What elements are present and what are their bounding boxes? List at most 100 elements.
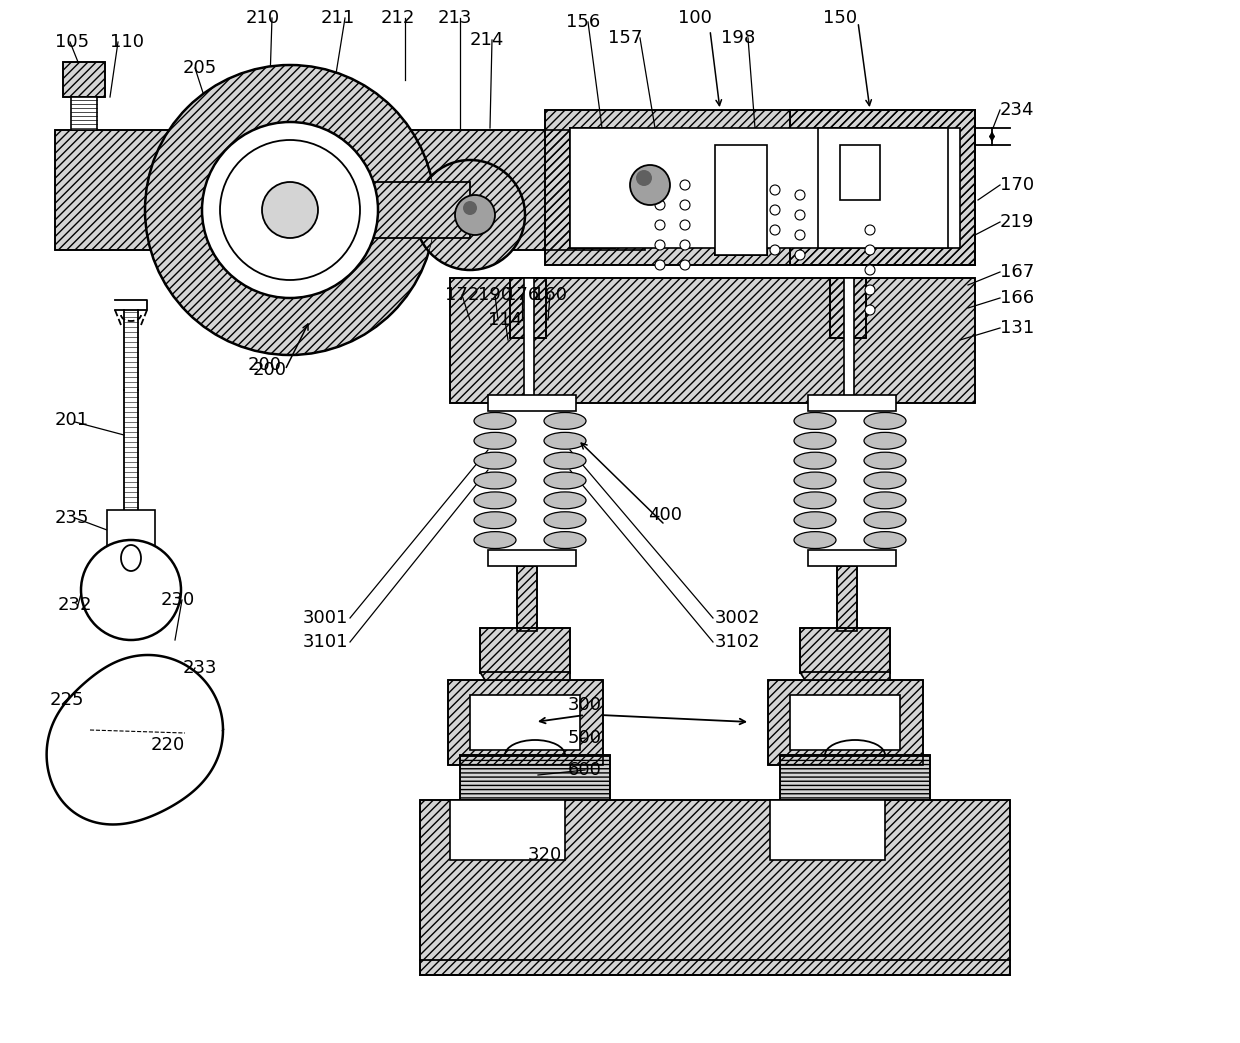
Bar (615, 155, 680, 183)
Bar (517, 566, 537, 631)
Bar (715, 145, 768, 254)
Bar (460, 755, 610, 800)
Text: 170: 170 (999, 176, 1034, 194)
Circle shape (680, 200, 689, 210)
Circle shape (770, 225, 780, 235)
Bar (800, 628, 890, 673)
Ellipse shape (474, 532, 516, 549)
Bar (480, 628, 570, 673)
Text: 176: 176 (505, 286, 539, 304)
Ellipse shape (794, 472, 836, 489)
Bar (448, 680, 603, 765)
Ellipse shape (544, 453, 587, 469)
Text: 100: 100 (678, 9, 712, 27)
Bar (570, 128, 615, 248)
Text: 212: 212 (381, 9, 415, 27)
Ellipse shape (864, 532, 906, 549)
Text: 166: 166 (999, 289, 1034, 307)
Text: 234: 234 (999, 101, 1034, 119)
Text: 105: 105 (55, 33, 89, 51)
Ellipse shape (544, 512, 587, 529)
Circle shape (795, 250, 805, 260)
Circle shape (455, 195, 495, 235)
Text: 3101: 3101 (303, 633, 348, 651)
Bar (790, 695, 900, 750)
Circle shape (463, 201, 477, 215)
Ellipse shape (864, 453, 906, 469)
Polygon shape (47, 655, 223, 824)
Bar (275, 181, 470, 238)
Bar (825, 128, 875, 216)
Bar (510, 278, 546, 338)
Circle shape (770, 245, 780, 254)
Bar (450, 278, 975, 403)
Bar (768, 680, 923, 765)
Text: 214: 214 (470, 31, 505, 49)
Ellipse shape (544, 532, 587, 549)
Bar (720, 148, 763, 198)
Bar (275, 181, 470, 238)
Circle shape (415, 160, 525, 270)
Bar (615, 155, 680, 183)
Circle shape (866, 285, 875, 295)
Circle shape (795, 190, 805, 200)
Text: 232: 232 (58, 596, 93, 614)
Ellipse shape (864, 412, 906, 430)
Text: 205: 205 (184, 59, 217, 77)
Bar (63, 62, 105, 97)
Circle shape (680, 260, 689, 270)
Text: 233: 233 (182, 659, 217, 677)
Text: 200: 200 (253, 361, 286, 379)
Ellipse shape (794, 492, 836, 509)
Circle shape (655, 200, 665, 210)
Text: 198: 198 (720, 29, 755, 47)
Bar (837, 566, 857, 631)
Text: 230: 230 (161, 591, 195, 609)
Bar (71, 97, 97, 130)
Bar (808, 395, 897, 411)
Circle shape (680, 240, 689, 250)
Text: 114: 114 (487, 311, 522, 329)
Bar (808, 550, 897, 566)
Ellipse shape (474, 433, 516, 450)
Bar (818, 128, 949, 248)
Bar (839, 145, 880, 200)
Text: 131: 131 (999, 319, 1034, 337)
Circle shape (680, 220, 689, 231)
Bar (720, 148, 763, 198)
Bar (55, 130, 645, 250)
Text: 200: 200 (248, 356, 281, 374)
Ellipse shape (794, 433, 836, 450)
Circle shape (262, 181, 317, 238)
Bar (895, 128, 947, 216)
Ellipse shape (544, 472, 587, 489)
Text: 219: 219 (999, 213, 1034, 231)
Ellipse shape (544, 433, 587, 450)
Text: 500: 500 (568, 729, 601, 747)
Bar (420, 800, 1011, 975)
Bar (715, 145, 768, 254)
Bar (800, 628, 890, 673)
Text: 225: 225 (50, 692, 84, 709)
Bar (63, 62, 105, 97)
Text: 201: 201 (55, 411, 89, 429)
Circle shape (636, 170, 652, 186)
Bar (844, 278, 854, 403)
Bar (715, 145, 768, 254)
Bar (489, 395, 577, 411)
Text: 160: 160 (533, 286, 567, 304)
Circle shape (866, 305, 875, 315)
Bar (546, 110, 975, 265)
Bar (780, 755, 930, 800)
Text: 213: 213 (438, 9, 472, 27)
Circle shape (655, 220, 665, 231)
Ellipse shape (864, 492, 906, 509)
Circle shape (770, 185, 780, 195)
Ellipse shape (474, 412, 516, 430)
Text: 3002: 3002 (715, 609, 760, 627)
Ellipse shape (474, 492, 516, 509)
Bar (570, 128, 615, 248)
Text: 150: 150 (823, 9, 857, 27)
Text: 220: 220 (151, 736, 185, 754)
Bar (770, 800, 885, 860)
